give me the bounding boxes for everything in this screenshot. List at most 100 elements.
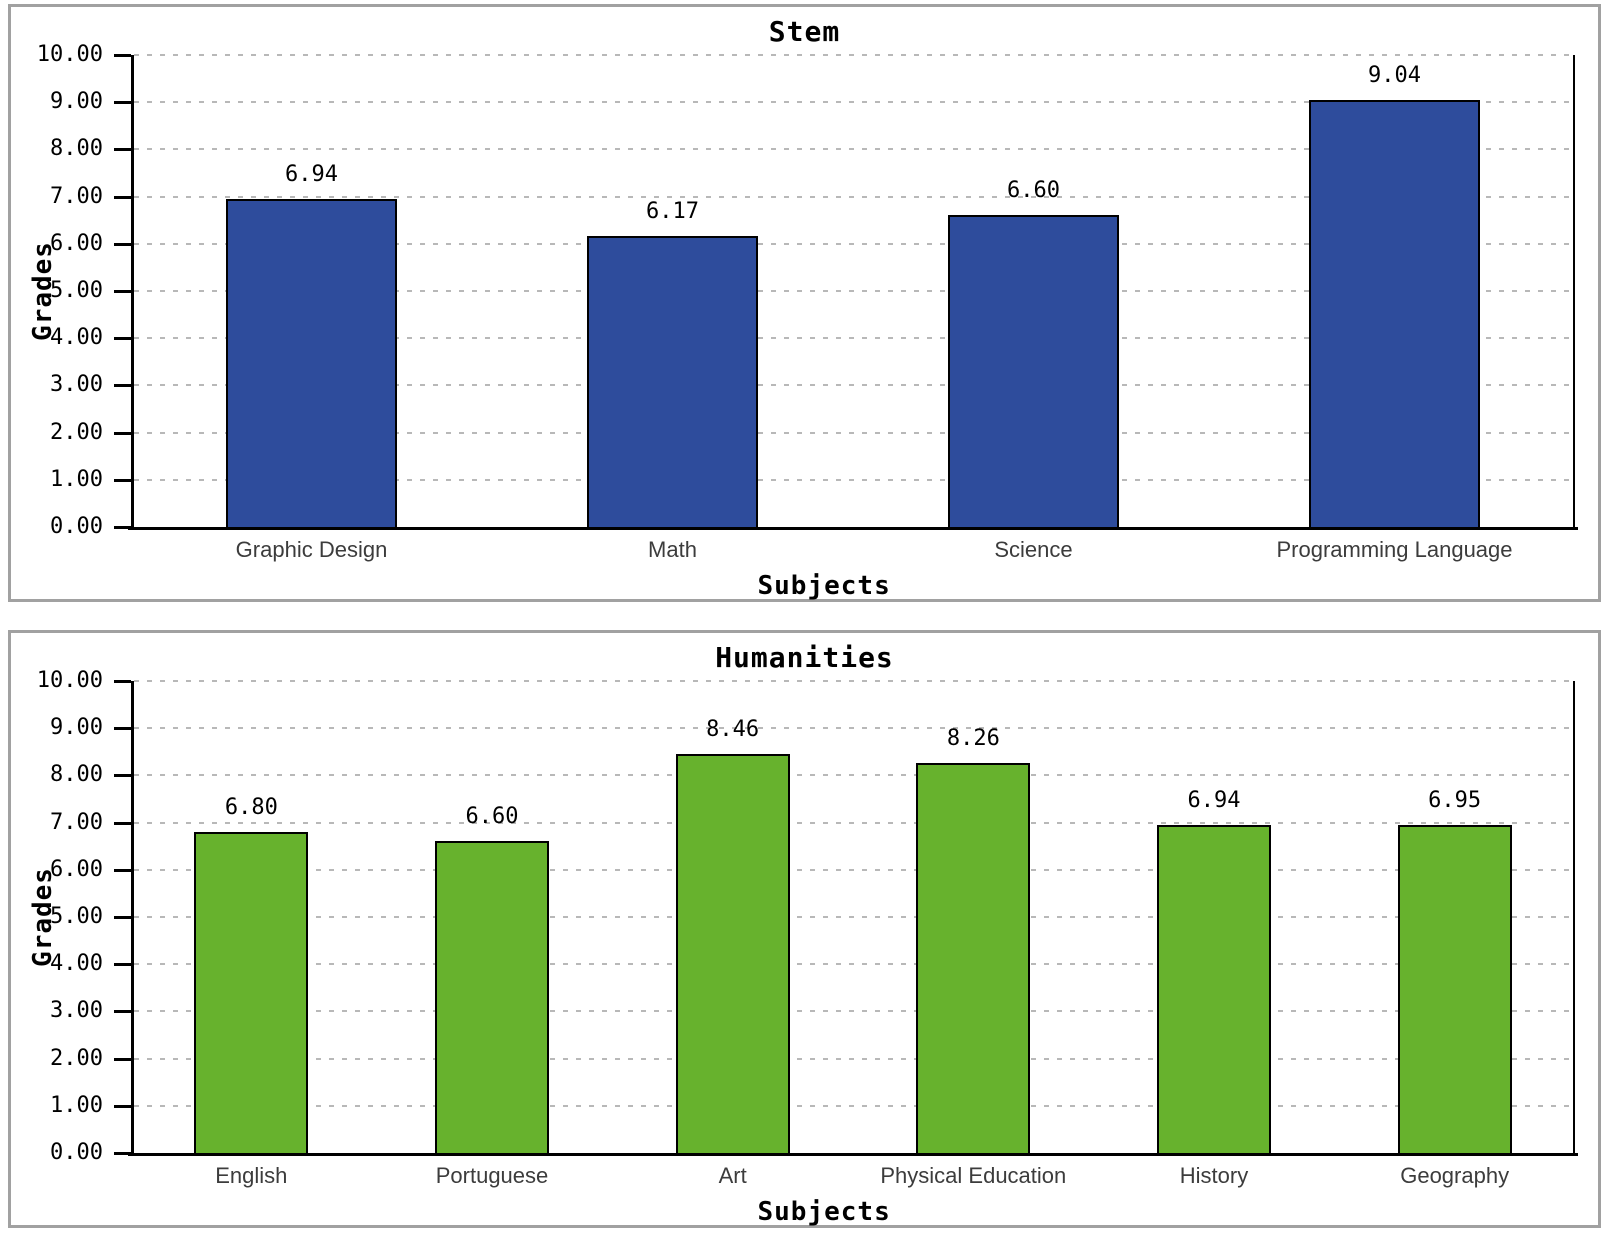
y-tick-label: 3.00 — [50, 372, 103, 398]
gridline — [134, 821, 1573, 824]
gridline — [134, 431, 1573, 434]
bar-portuguese — [434, 841, 550, 1153]
bar-science — [947, 215, 1120, 527]
value-label: 6.94 — [1187, 788, 1241, 814]
y-tick — [114, 1010, 131, 1014]
gridline — [134, 101, 1573, 104]
y-tick — [114, 148, 131, 152]
right-axis-line — [1573, 55, 1575, 527]
y-tick — [114, 774, 131, 778]
y-tick-label: 5.00 — [50, 904, 103, 929]
stem-plot-area: Grades Subjects 10.00 9.00 8.00 7.00 6.00 5.0… — [28, 44, 1578, 601]
value-label: 6.60 — [1007, 178, 1060, 204]
gridline — [134, 868, 1573, 871]
value-label: 6.94 — [285, 162, 338, 188]
y-tick — [114, 727, 131, 731]
y-tick-label: 4.00 — [50, 951, 103, 977]
humanities-chart-panel: Humanities Grades Subjects 10.00 9.00 8.00… — [8, 630, 1601, 1228]
y-tick-label: 5.00 — [50, 278, 103, 303]
y-tick — [114, 54, 131, 57]
y-tick — [114, 1152, 131, 1155]
category-label: English — [215, 1163, 288, 1188]
category-label: Science — [994, 537, 1073, 562]
y-tick-label: 1.00 — [50, 466, 103, 492]
y-tick-label: 3.00 — [50, 998, 103, 1024]
right-axis-line — [1573, 681, 1575, 1153]
y-tick-label: 2.00 — [50, 1045, 103, 1071]
y-tick-label: 10.00 — [36, 668, 103, 693]
category-label: Graphic Design — [235, 537, 388, 562]
category-label: Programming Language — [1276, 537, 1513, 562]
value-label: 6.95 — [1428, 787, 1482, 813]
category-label: Math — [648, 537, 697, 562]
gridline — [134, 1104, 1573, 1107]
y-tick-label: 7.00 — [50, 183, 103, 209]
y-tick-label: 6.00 — [50, 856, 103, 882]
y-tick — [114, 384, 131, 388]
y-tick-label: 1.00 — [50, 1092, 103, 1118]
value-label: 6.60 — [465, 804, 519, 830]
y-axis-line — [131, 55, 134, 527]
x-axis-line — [128, 527, 1578, 530]
gridline — [134, 727, 1573, 730]
bar-graphic-design — [225, 199, 398, 527]
y-tick-label: 0.00 — [50, 514, 103, 539]
gridline — [134, 290, 1573, 292]
y-tick-label: 7.00 — [50, 809, 103, 835]
y-tick-label: 6.00 — [50, 230, 103, 256]
bar-english — [194, 832, 309, 1153]
y-tick — [114, 1104, 131, 1108]
gridline — [134, 148, 1573, 151]
value-label: 8.26 — [946, 726, 1000, 752]
stem-chart-panel: Stem Grades Subjects 10.00 9.00 8.00 7.00 6.… — [8, 4, 1601, 602]
y-tick-label: 0.00 — [50, 1140, 103, 1165]
gridline — [134, 680, 1573, 682]
y-tick — [114, 1057, 131, 1061]
category-label: Portuguese — [435, 1163, 549, 1188]
y-tick — [114, 821, 131, 825]
y-tick — [114, 478, 131, 482]
chart-title: Humanities — [715, 641, 894, 674]
x-axis-label: Subjects — [757, 571, 891, 601]
y-tick — [114, 868, 131, 872]
bar-geography — [1397, 824, 1512, 1153]
category-label: History — [1179, 1163, 1249, 1188]
value-label: 6.17 — [646, 198, 699, 224]
y-tick — [114, 290, 131, 293]
y-tick-label: 9.00 — [50, 89, 103, 115]
category-label: Physical Education — [880, 1163, 1067, 1188]
category-label: Art — [718, 1163, 747, 1188]
gridline — [134, 963, 1573, 966]
humanities-plot-area: Grades Subjects 10.00 9.00 8.00 7.00 6.00 5.0… — [28, 670, 1578, 1227]
y-tick — [114, 101, 131, 105]
y-tick — [114, 242, 131, 246]
y-tick — [114, 526, 131, 529]
y-tick-label: 4.00 — [50, 325, 103, 351]
gridline — [134, 916, 1573, 918]
y-axis-line — [131, 681, 134, 1153]
value-label: 9.04 — [1368, 63, 1421, 89]
x-axis-line — [128, 1153, 1578, 1156]
gridline — [134, 337, 1573, 340]
chart-title: Stem — [768, 15, 841, 48]
gridline — [134, 478, 1573, 481]
gridline — [134, 54, 1573, 56]
y-tick — [114, 963, 131, 967]
y-tick — [114, 916, 131, 919]
bar-programming-language — [1308, 100, 1481, 527]
y-tick-label: 2.00 — [50, 419, 103, 445]
gridline — [134, 1010, 1573, 1013]
bar-history — [1156, 825, 1272, 1153]
value-label: 6.80 — [224, 795, 278, 821]
y-tick — [114, 680, 131, 683]
value-label: 8.46 — [706, 716, 760, 742]
gridline — [134, 242, 1573, 245]
bar-art — [675, 753, 790, 1153]
category-label: Geography — [1400, 1163, 1510, 1188]
gridline — [134, 384, 1573, 387]
bar-math — [586, 235, 759, 527]
x-axis-label: Subjects — [757, 1197, 891, 1227]
y-tick-label: 8.00 — [50, 136, 103, 162]
y-tick-label: 8.00 — [50, 762, 103, 788]
y-tick — [114, 195, 131, 199]
